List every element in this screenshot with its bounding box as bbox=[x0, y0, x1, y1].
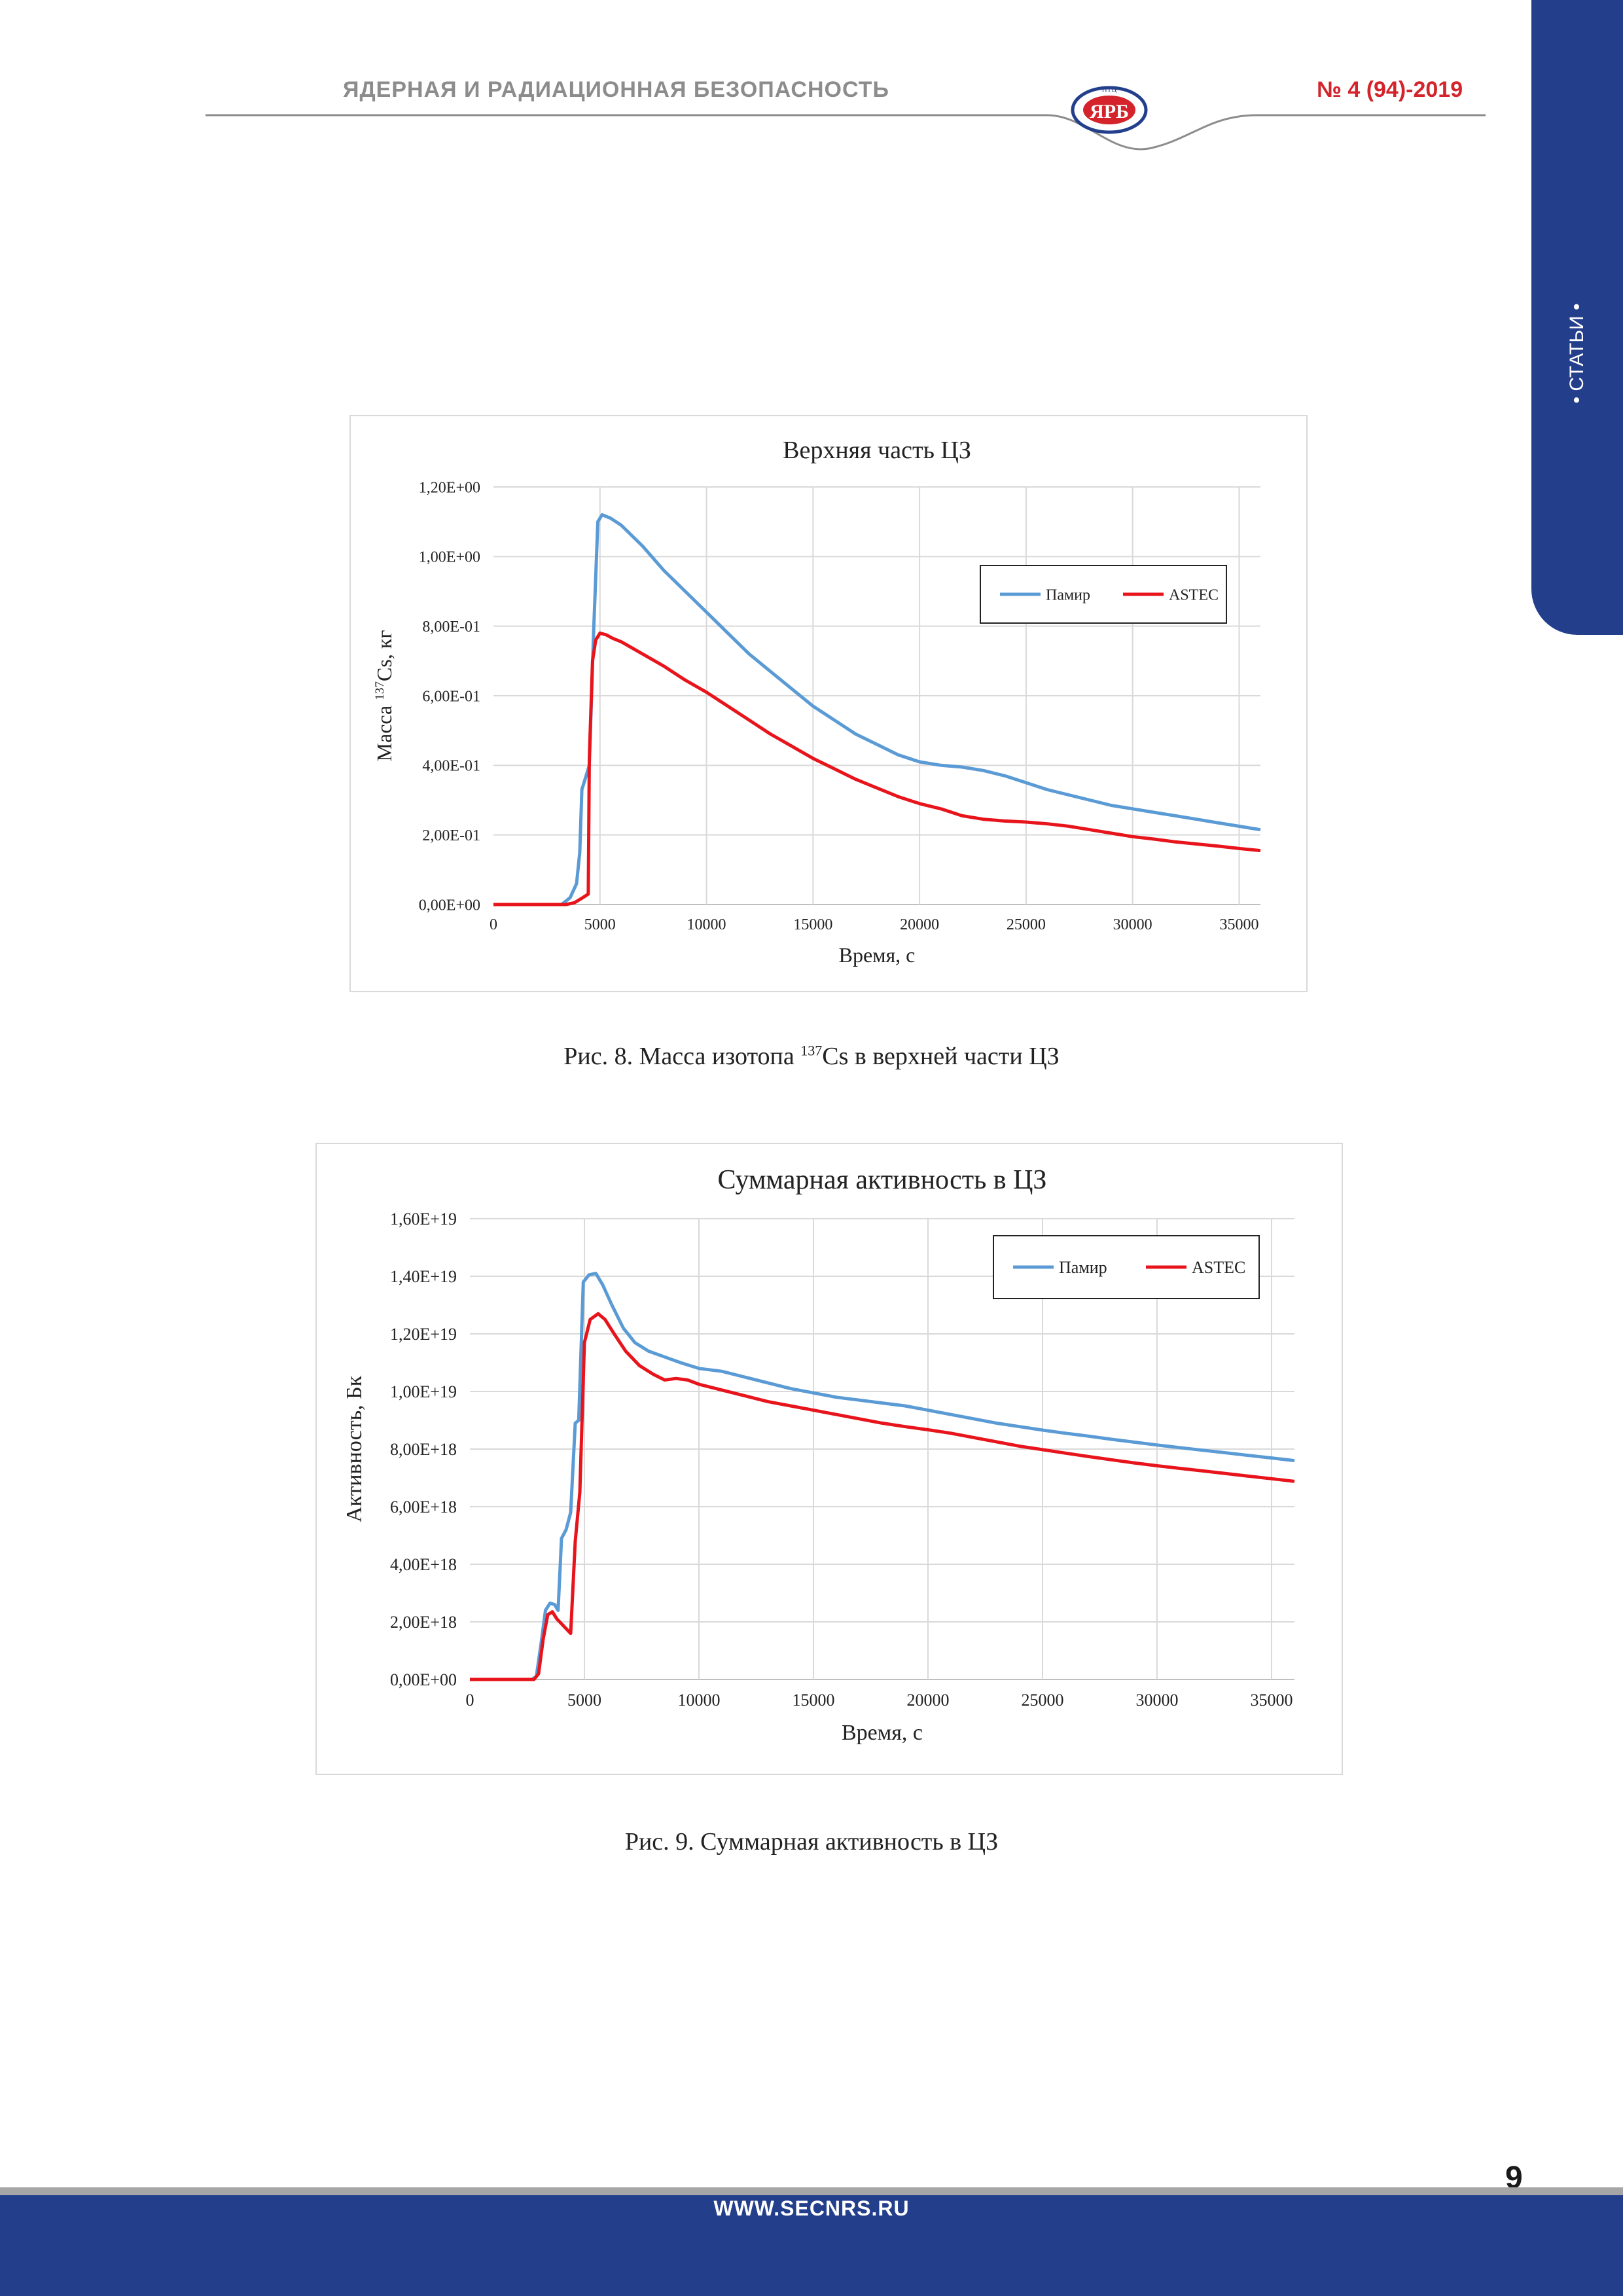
footer-bar bbox=[0, 2195, 1623, 2296]
y-tick-label: 6,00E-01 bbox=[422, 688, 480, 705]
y-axis-label: Масса 137Cs, кг bbox=[372, 630, 396, 762]
x-tick-label: 25000 bbox=[1007, 916, 1046, 933]
y-tick-label: 6,00E+18 bbox=[390, 1498, 457, 1516]
x-tick-label: 15000 bbox=[793, 916, 832, 933]
caption-fig8: Рис. 8. Масса изотопа 137Cs в верхней ча… bbox=[0, 1042, 1623, 1071]
issue-number: № 4 (94)-2019 bbox=[1317, 77, 1463, 102]
y-axis-label-prefix: Масса bbox=[372, 700, 396, 762]
caption-fig8-suffix: Cs в верхней части ЦЗ bbox=[822, 1043, 1060, 1070]
x-tick-label: 20000 bbox=[907, 1691, 950, 1710]
y-tick-label: 0,00E+00 bbox=[419, 897, 480, 914]
y-tick-label: 1,40E+19 bbox=[390, 1267, 457, 1286]
y-tick-label: 0,00E+00 bbox=[390, 1670, 457, 1689]
series-line-0 bbox=[470, 1272, 1295, 1681]
x-axis-label: Время, с bbox=[839, 943, 916, 967]
series-line-1 bbox=[470, 1312, 1295, 1681]
x-axis-label: Время, с bbox=[842, 1721, 923, 1745]
x-tick-label: 30000 bbox=[1136, 1691, 1179, 1710]
page-header: ЯДЕРНАЯ И РАДИАЦИОННАЯ БЕЗОПАСНОСТЬ ЯРБ … bbox=[0, 0, 1623, 170]
logo-small-text: НТЦ bbox=[1102, 86, 1117, 94]
legend-label: Памир bbox=[1046, 586, 1090, 603]
caption-fig8-sup: 137 bbox=[800, 1042, 823, 1059]
y-tick-label: 1,20E+00 bbox=[419, 479, 480, 496]
chart-title: Верхняя часть ЦЗ bbox=[783, 437, 971, 464]
x-tick-label: 35000 bbox=[1251, 1691, 1293, 1710]
x-tick-label: 0 bbox=[466, 1691, 474, 1710]
chart-title: Суммарная активность в ЦЗ bbox=[718, 1165, 1047, 1195]
chart-fig8: Верхняя часть ЦЗ 0,00E+00 2,00E-01 4,00E-01… bbox=[372, 437, 1261, 967]
x-tick-label: 5000 bbox=[584, 916, 616, 933]
caption-fig9: Рис. 9. Суммарная активность в ЦЗ bbox=[624, 1828, 999, 1856]
legend-label: Памир bbox=[1059, 1258, 1107, 1277]
x-tick-label: 15000 bbox=[793, 1691, 835, 1710]
y-tick-label: 2,00E+18 bbox=[390, 1613, 457, 1632]
x-tick-label: 10000 bbox=[678, 1691, 721, 1710]
x-tick-label: 25000 bbox=[1022, 1691, 1064, 1710]
chart-frame-fig8: Верхняя часть ЦЗ 0,00E+00 2,00E-01 4,00E-01… bbox=[349, 415, 1308, 992]
y-axis-label-sup: 137 bbox=[373, 681, 387, 700]
y-tick-label: 8,00E-01 bbox=[422, 619, 480, 636]
journal-title: ЯДЕРНАЯ И РАДИАЦИОННАЯ БЕЗОПАСНОСТЬ bbox=[343, 77, 889, 102]
y-tick-label: 8,00E+18 bbox=[390, 1440, 457, 1459]
y-tick-label: 1,00E+19 bbox=[390, 1382, 457, 1401]
x-tick-label: 20000 bbox=[900, 916, 939, 933]
x-tick-label: 35000 bbox=[1219, 916, 1258, 933]
y-tick-label: 4,00E-01 bbox=[422, 758, 480, 775]
side-tab bbox=[1531, 0, 1623, 635]
legend-label: ASTEC bbox=[1169, 586, 1219, 603]
y-tick-label: 1,20E+19 bbox=[390, 1325, 457, 1344]
chart-fig9: Суммарная активность в ЦЗ 0,00E+00 2,00E+1… bbox=[342, 1165, 1295, 1745]
x-tick-label: 5000 bbox=[567, 1691, 601, 1710]
y-tick-label: 1,00E+00 bbox=[419, 549, 480, 566]
x-tick-label: 30000 bbox=[1113, 916, 1152, 933]
header-swoosh bbox=[205, 114, 1486, 151]
logo-text: ЯРБ bbox=[1090, 101, 1129, 122]
journal-logo: ЯРБ НТЦ bbox=[1071, 86, 1148, 134]
caption-fig8-prefix: Рис. 8. Масса изотопа bbox=[563, 1043, 801, 1070]
y-tick-label: 2,00E-01 bbox=[422, 827, 480, 844]
chart-frame-fig9: Суммарная активность в ЦЗ 0,00E+00 2,00E+1… bbox=[315, 1143, 1343, 1775]
footer-divider bbox=[0, 2187, 1623, 2195]
series-line-1 bbox=[493, 631, 1261, 906]
y-axis-label: Активность, Бк bbox=[342, 1375, 366, 1522]
y-axis-label-suffix: Cs, кг bbox=[372, 630, 396, 681]
legend-label: ASTEC bbox=[1192, 1258, 1245, 1277]
x-tick-label: 10000 bbox=[687, 916, 726, 933]
side-tab-label: • СТАТЬИ • bbox=[1566, 303, 1588, 404]
y-tick-label: 1,60E+19 bbox=[390, 1210, 457, 1229]
x-tick-label: 0 bbox=[490, 916, 497, 933]
footer-url[interactable]: WWW.SECNRS.RU bbox=[713, 2197, 910, 2220]
y-tick-label: 4,00E+18 bbox=[390, 1555, 457, 1574]
